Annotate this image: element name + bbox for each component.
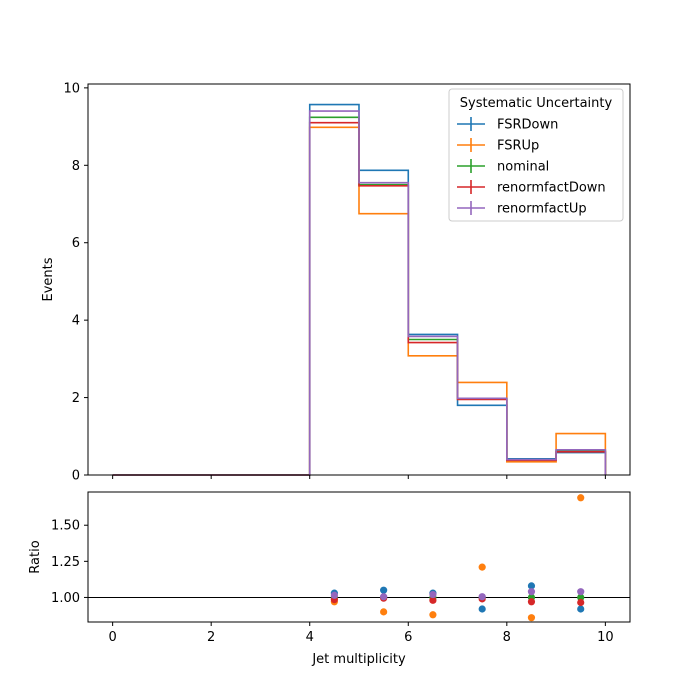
ratio-point-fsrdown xyxy=(577,605,585,613)
ratio-point-renormfactup xyxy=(330,591,338,599)
main-y-tick-label: 4 xyxy=(72,314,80,329)
ratio-x-tick-label: 2 xyxy=(207,630,215,645)
ratio-y-tick-label: 1.50 xyxy=(51,519,80,534)
main-y-tick-label: 8 xyxy=(72,159,80,174)
main-y-axis-label: Events xyxy=(41,257,56,301)
ratio-point-fsrup xyxy=(527,614,536,622)
ratio-x-tick-label: 4 xyxy=(306,630,314,645)
legend-box xyxy=(448,88,624,222)
ratio-point-renormfactdown xyxy=(429,596,437,604)
ratio-point-renormfactup xyxy=(527,588,536,596)
ratio-x-tick-label: 6 xyxy=(404,630,412,645)
legend-label: FSRUp xyxy=(497,139,539,154)
ratio-point-renormfactup xyxy=(380,593,388,601)
ratio-point-fsrup xyxy=(478,563,486,571)
ratio-y-axis-label: Ratio xyxy=(28,540,43,573)
legend-label: nominal xyxy=(497,160,549,175)
ratio-point-fsrdown xyxy=(527,582,536,590)
ratio-point-nominal xyxy=(577,593,585,602)
ratio-point-renormfactdown xyxy=(527,598,536,606)
main-axes-frame xyxy=(87,83,631,476)
ratio-panel: 1.00 1.25 1.50 0 2 4 6 8 10 Ratio Jet multiplicity xyxy=(28,491,631,667)
main-y-tick-label: 0 xyxy=(72,469,80,484)
main-y-tick-label: 6 xyxy=(72,236,80,251)
ratio-point-renormfactup xyxy=(429,590,437,599)
legend-entry-nominal: nominal xyxy=(457,159,549,175)
legend-label: renormfactUp xyxy=(497,202,587,217)
ratio-point-fsrup xyxy=(429,611,437,619)
ratio-point-fsrdown xyxy=(478,605,486,613)
legend-entry-fsrup: FSRUp xyxy=(457,138,539,154)
ratio-point-renormfactup xyxy=(478,593,486,601)
legend-label: renormfactDown xyxy=(497,181,606,196)
legend-title: Systematic Uncertainty xyxy=(460,96,613,111)
ratio-axes-frame xyxy=(87,491,631,623)
main-y-tick-label: 10 xyxy=(63,81,80,96)
ratio-y-tick-label: 1.00 xyxy=(51,591,80,606)
legend-entry-renormfactdown: renormfactDown xyxy=(457,180,606,196)
ratio-point-fsrup xyxy=(380,608,388,616)
ratio-y-tick-label: 1.25 xyxy=(51,555,80,570)
x-axis-label: Jet multiplicity xyxy=(311,652,406,667)
ratio-x-tick-label: 8 xyxy=(503,630,511,645)
main-panel: 0 2 4 6 8 10 Events Systematic Uncertainty FSRDo… xyxy=(41,81,631,484)
legend: Systematic Uncertainty FSRDown FSRUp nomina… xyxy=(448,88,624,222)
ratio-point-fsrup xyxy=(577,494,585,502)
ratio-point-renormfactdown xyxy=(577,598,585,607)
legend-entry-fsrdown: FSRDown xyxy=(457,117,558,133)
ratio-point-renormfactup xyxy=(577,588,585,596)
ratio-x-tick-label: 10 xyxy=(597,630,614,645)
ratio-point-fsrdown xyxy=(380,586,388,594)
legend-entry-renormfactup: renormfactUp xyxy=(457,201,587,217)
legend-label: FSRDown xyxy=(497,118,558,133)
ratio-x-tick-label: 0 xyxy=(108,630,116,645)
main-y-tick-label: 2 xyxy=(72,391,80,406)
